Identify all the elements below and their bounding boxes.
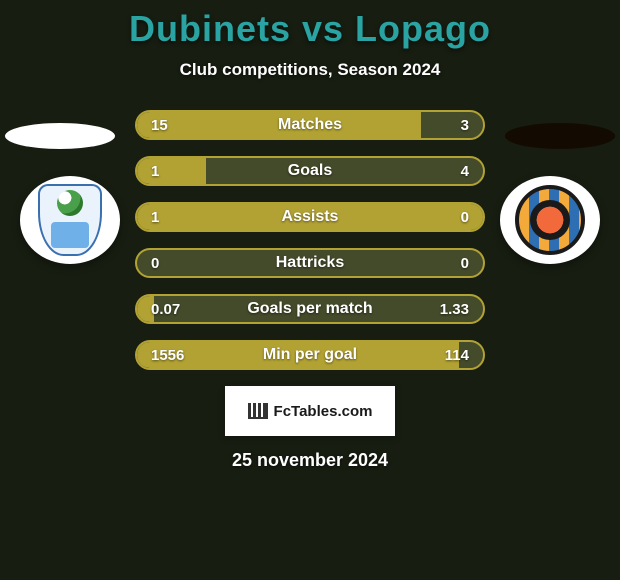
stat-bar: 0Hattricks0: [135, 248, 485, 278]
attribution-box: FcTables.com: [225, 386, 395, 436]
chart-icon: [248, 403, 268, 419]
stat-left-value: 0: [137, 255, 197, 272]
subtitle: Club competitions, Season 2024: [0, 60, 620, 80]
stat-right-value: 0: [423, 255, 483, 272]
stat-right-value: 4: [423, 163, 483, 180]
stat-right-value: 3: [423, 117, 483, 134]
team-oval-right: [505, 123, 615, 149]
stat-bar: 0.07Goals per match1.33: [135, 294, 485, 324]
attribution-text: FcTables.com: [274, 403, 373, 420]
page-title: Dubinets vs Lopago: [0, 8, 620, 50]
team-badge-left: [20, 176, 120, 264]
stat-left-value: 1: [137, 209, 197, 226]
stat-right-value: 1.33: [423, 301, 483, 318]
stat-right-value: 114: [423, 347, 483, 364]
stat-bar: 1Goals4: [135, 156, 485, 186]
stat-left-value: 15: [137, 117, 197, 134]
stat-bar: 1Assists0: [135, 202, 485, 232]
stat-bar: 1556Min per goal114: [135, 340, 485, 370]
stat-bars: 15Matches31Goals41Assists00Hattricks00.0…: [135, 110, 485, 370]
comparison-card: Dubinets vs Lopago Club competitions, Se…: [0, 0, 620, 580]
stat-label: Goals per match: [197, 300, 423, 318]
team-crest-right-icon: [515, 185, 585, 255]
stat-label: Min per goal: [197, 346, 423, 364]
stat-right-value: 0: [423, 209, 483, 226]
stat-label: Hattricks: [197, 254, 423, 272]
stat-label: Goals: [197, 162, 423, 180]
team-oval-left: [5, 123, 115, 149]
stat-bar: 15Matches3: [135, 110, 485, 140]
stat-left-value: 0.07: [137, 301, 197, 318]
stat-left-value: 1556: [137, 347, 197, 364]
stat-label: Assists: [197, 208, 423, 226]
team-badge-right: [500, 176, 600, 264]
date-text: 25 november 2024: [0, 450, 620, 471]
stat-label: Matches: [197, 116, 423, 134]
stat-left-value: 1: [137, 163, 197, 180]
team-crest-left-icon: [38, 184, 102, 256]
